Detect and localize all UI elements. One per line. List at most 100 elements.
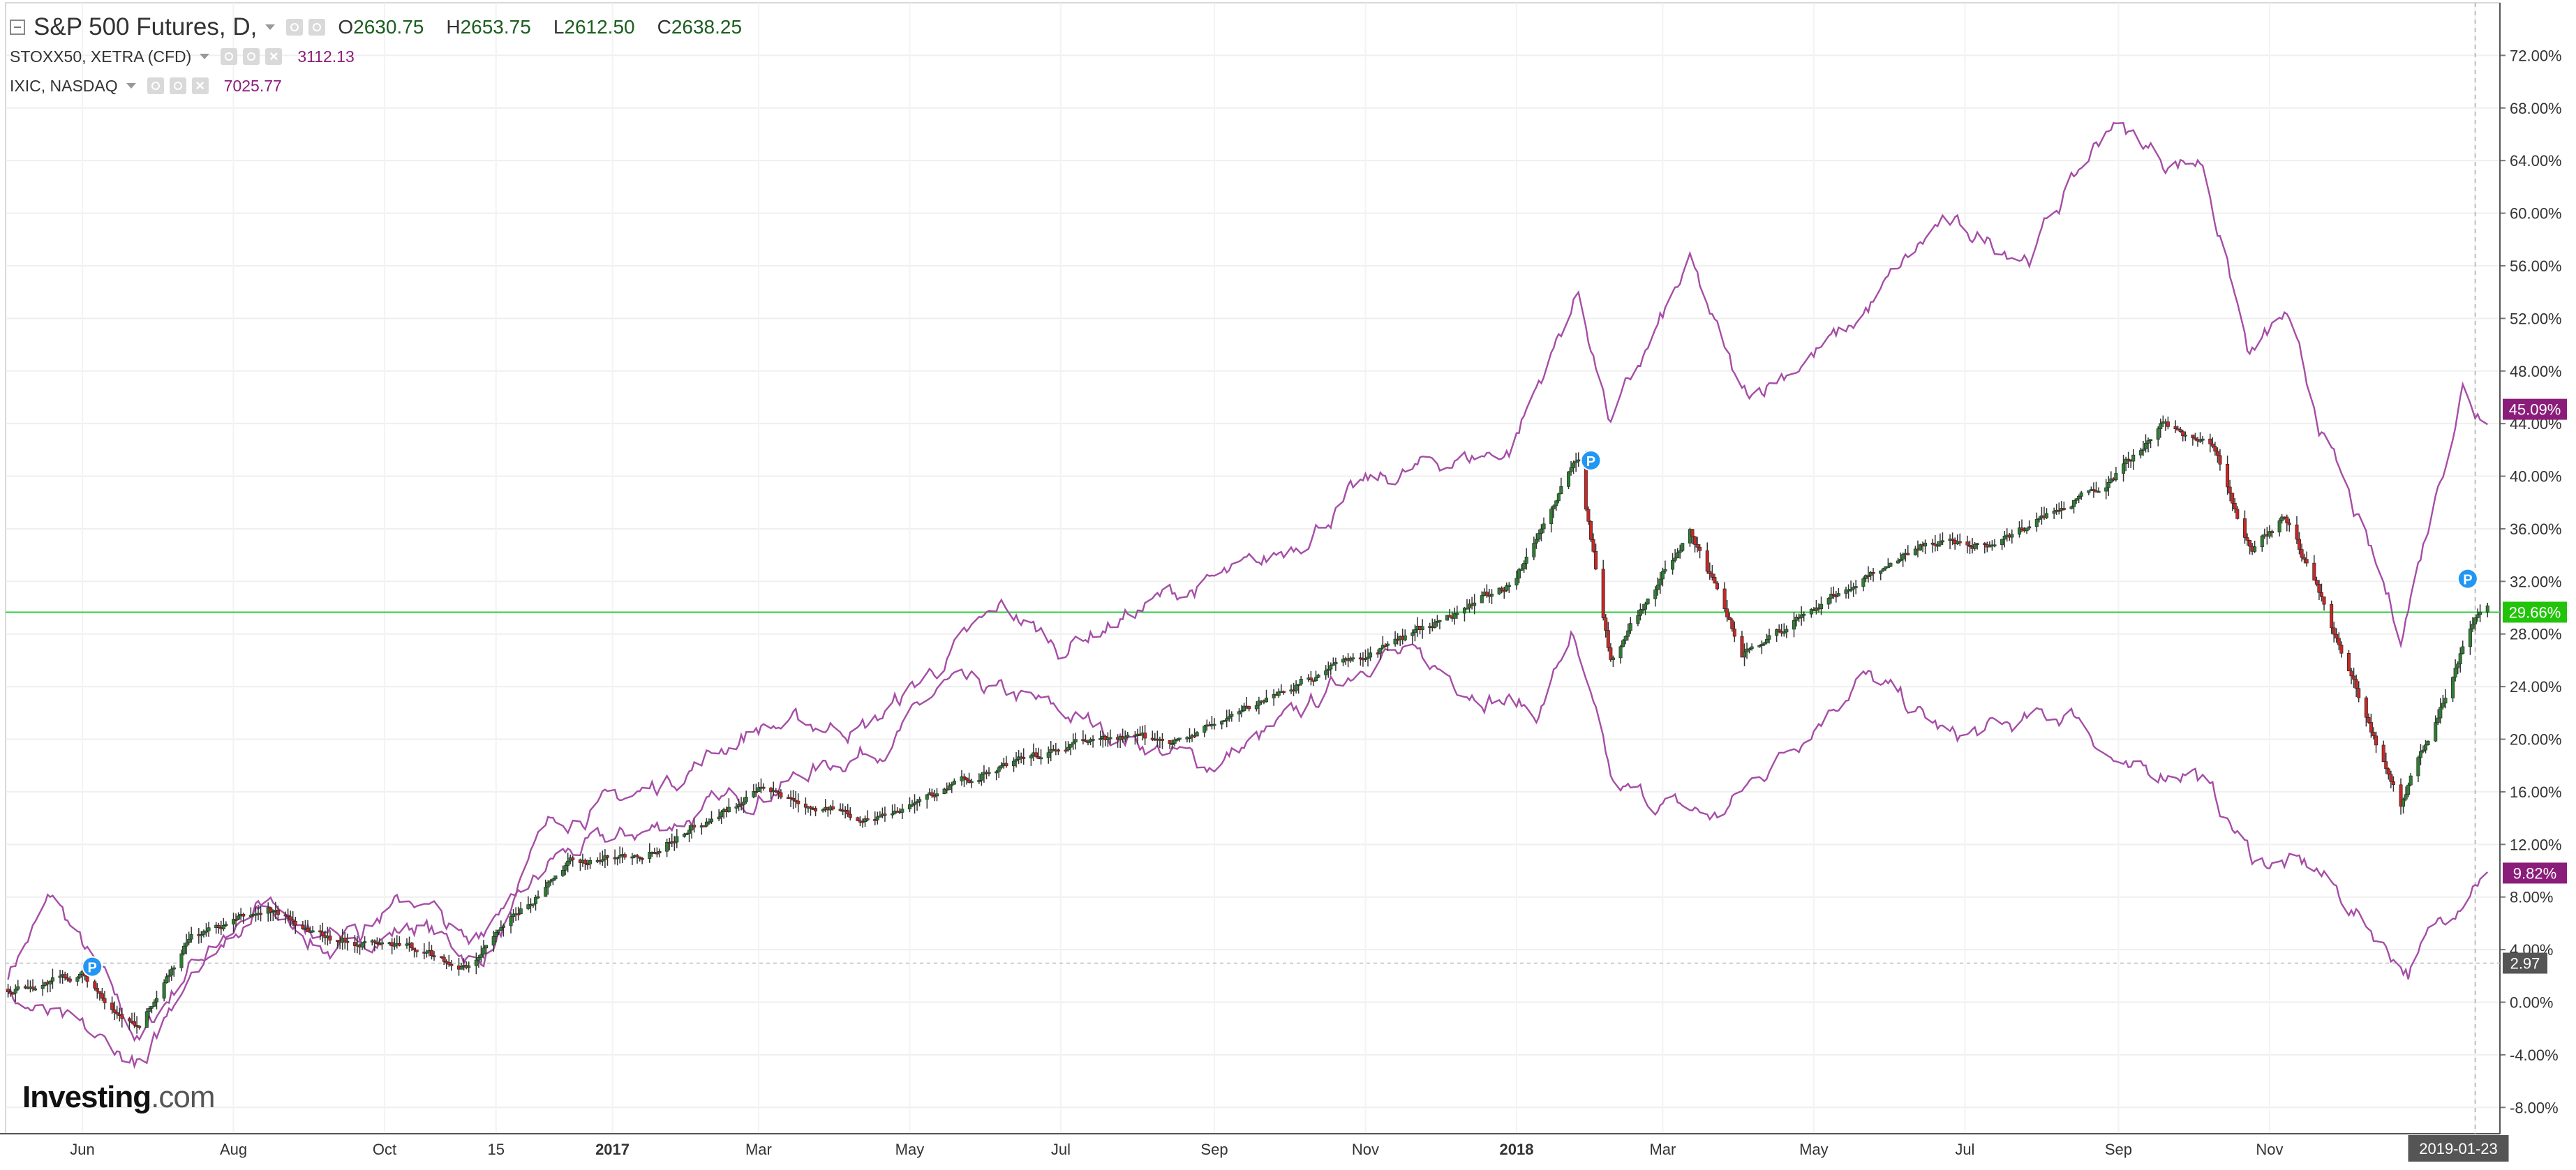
candle-down — [1160, 738, 1164, 741]
candle-up — [2424, 744, 2428, 751]
candle-up — [1935, 544, 1940, 547]
candle-up — [1497, 587, 1501, 594]
eye-icon[interactable] — [221, 48, 238, 65]
candle-up — [1086, 741, 1090, 744]
candle-down — [2057, 509, 2061, 512]
candle-up — [496, 929, 500, 933]
candle-down — [779, 792, 783, 797]
settings-icon[interactable] — [169, 77, 186, 94]
candle-up — [2131, 454, 2136, 462]
candle-up — [1265, 698, 1269, 703]
candle-down — [2242, 518, 2247, 538]
candle-down — [1777, 629, 1781, 632]
candle-down — [1168, 740, 1172, 744]
candle-up — [549, 880, 553, 883]
candle-up — [154, 998, 158, 1003]
candle-up — [149, 1006, 154, 1009]
candle-down — [320, 931, 325, 936]
candle-up — [1480, 595, 1484, 603]
candle-up — [1886, 566, 1890, 569]
ixic-symbol-label[interactable]: IXIC, NASDAQ — [10, 76, 118, 95]
candle-down — [2166, 421, 2170, 427]
candle-up — [910, 804, 914, 807]
candle-up — [1393, 638, 1397, 645]
candle-down — [352, 942, 357, 946]
candle-down — [85, 975, 89, 982]
candle-down — [2322, 596, 2326, 605]
candle-up — [531, 903, 535, 906]
candle-up — [1473, 602, 1477, 606]
y-tick-label: 36.00% — [2510, 520, 2562, 538]
candle-up — [2074, 498, 2078, 501]
settings-icon[interactable] — [243, 48, 260, 65]
candle-down — [796, 800, 801, 804]
eye-icon[interactable] — [286, 19, 304, 36]
candle-down — [100, 993, 104, 999]
candle-up — [1940, 540, 1944, 543]
candle-down — [848, 813, 852, 818]
legend-row-stoxx[interactable]: STOXX50, XETRA (CFD) × 3112.13 — [10, 42, 757, 71]
candle-up — [1091, 739, 1095, 741]
candle-down — [754, 791, 758, 793]
candle-down — [120, 1014, 124, 1019]
stoxx-symbol-label[interactable]: STOXX50, XETRA (CFD) — [10, 47, 192, 66]
candle-up — [1678, 550, 1682, 553]
legend-row-ixic[interactable]: IXIC, NASDAQ × 7025.77 — [10, 71, 757, 100]
close-icon[interactable]: × — [265, 48, 283, 65]
candle-up — [710, 818, 714, 823]
candle-up — [685, 833, 689, 835]
candle-up — [2141, 449, 2145, 451]
low-value: 2612.50 — [564, 16, 635, 38]
candle-up — [1413, 629, 1417, 633]
candle-down — [301, 924, 305, 929]
candle-up — [1329, 665, 1333, 670]
candle-up — [2106, 482, 2110, 488]
candle-up — [2404, 794, 2408, 800]
price-badge — [2503, 952, 2547, 974]
chevron-down-icon[interactable] — [200, 54, 210, 59]
candle-up — [999, 765, 1004, 768]
candle-down — [2367, 717, 2371, 723]
candle-up — [682, 834, 686, 837]
chevron-down-icon[interactable] — [126, 83, 136, 89]
candle-up — [690, 825, 694, 831]
candle-down — [2210, 443, 2214, 447]
close-icon[interactable]: × — [191, 77, 209, 94]
chevron-down-icon[interactable] — [265, 24, 276, 30]
candle-up — [878, 816, 882, 818]
candle-down — [2228, 486, 2232, 494]
settings-icon[interactable] — [308, 19, 326, 36]
candle-up — [987, 772, 991, 774]
main-symbol-label[interactable]: S&P 500 Futures, D, — [33, 13, 258, 40]
candle-down — [571, 857, 575, 860]
candle-up — [1257, 700, 1261, 706]
candle-up — [918, 799, 922, 802]
candle-up — [311, 930, 315, 933]
marker-p-icon — [2457, 568, 2478, 590]
x-tick-label: Sep — [2105, 1141, 2132, 1158]
candle-down — [2248, 540, 2252, 547]
candle-down — [291, 920, 295, 922]
candle-up — [526, 904, 530, 909]
eye-icon[interactable] — [147, 77, 164, 94]
candle-up — [2443, 698, 2448, 704]
candle-up — [1029, 755, 1033, 758]
candle-up — [1276, 691, 1281, 696]
collapse-icon[interactable] — [10, 20, 25, 35]
candle-up — [1826, 598, 1831, 605]
candle-down — [583, 860, 588, 864]
candle-up — [1066, 747, 1071, 751]
candle-down — [846, 810, 850, 815]
candle-up — [152, 1001, 156, 1007]
candle-down — [1594, 550, 1598, 570]
candle-down — [808, 807, 812, 809]
candle-up — [2402, 799, 2406, 807]
candle-up — [717, 816, 721, 820]
candle-down — [2364, 697, 2368, 718]
candle-up — [1577, 459, 1581, 462]
candle-up — [1671, 560, 1675, 570]
candle-up — [405, 943, 409, 946]
